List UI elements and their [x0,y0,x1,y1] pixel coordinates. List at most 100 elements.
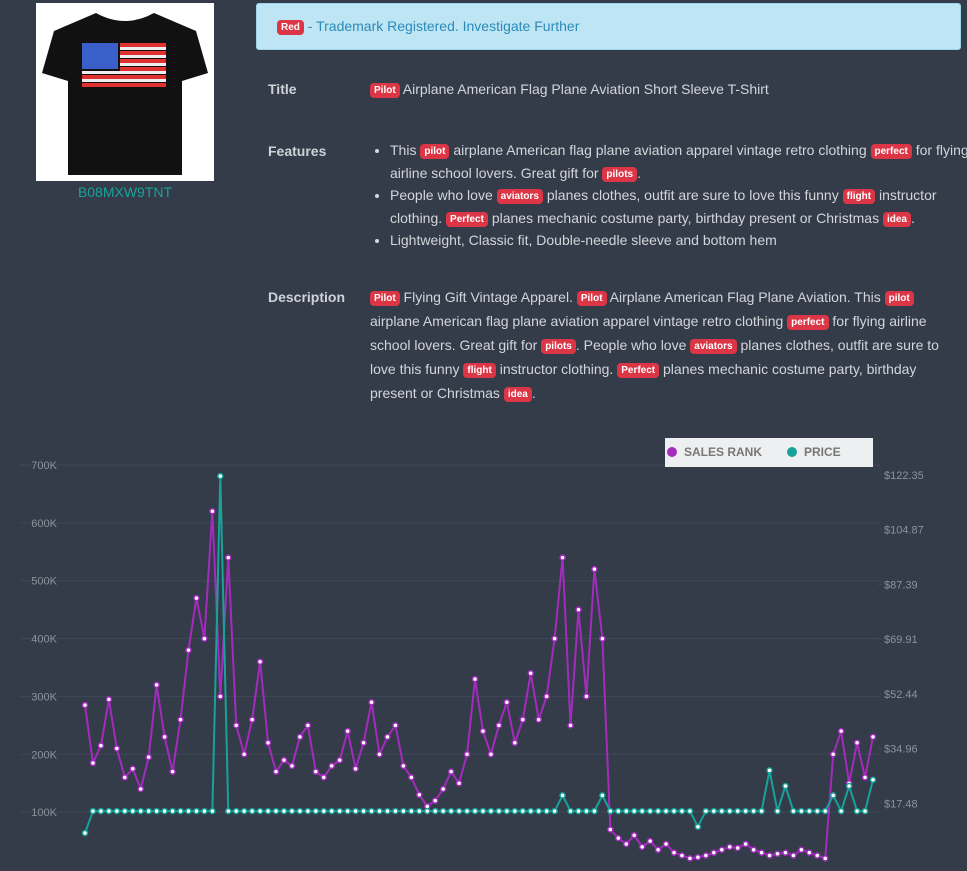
data-point [503,807,511,815]
data-point [304,807,312,815]
keyword-tag: aviators [496,189,543,204]
data-point [623,807,630,815]
data-point [272,807,280,815]
data-point [121,807,129,815]
text-run: . People who love [575,337,691,353]
data-point [392,807,399,815]
text-run: instructor clothing. [390,187,937,226]
data-point [583,807,590,815]
text-run: Airplane American Flag Plane Aviation Sh… [399,81,769,97]
data-point [829,751,837,758]
data-point [312,807,320,815]
data-point [798,846,805,853]
data-point [678,852,686,859]
data-point [487,751,495,758]
keyword-tag: perfect [870,144,912,159]
data-point [89,807,97,815]
legend-box [665,438,873,467]
data-point [105,696,113,703]
data-point [519,807,527,815]
data-point [232,807,240,815]
data-point [662,807,670,815]
data-point [193,594,200,602]
data-point [861,807,869,815]
keyword-tag: Perfect [446,211,488,227]
text-run: Lightweight, Classic fit, Double-needle … [390,232,777,248]
data-point [837,807,845,815]
data-point [861,774,869,781]
data-point [535,716,542,723]
data-point [439,785,447,793]
data-point [766,767,773,774]
data-point [328,762,335,770]
data-point [821,855,829,862]
data-point [559,554,566,561]
data-point [869,733,877,741]
data-point [288,807,296,815]
data-point [217,693,224,700]
data-point [543,807,550,815]
features-label: Features [268,143,327,159]
y-tick-label: 400K [31,634,57,646]
y2-tick-label: $69.91 [884,634,918,646]
feature-item: This pilot airplane American flag plane … [390,140,967,185]
data-point [479,807,487,815]
data-point [599,792,606,799]
data-point [113,745,121,752]
data-point [575,606,582,613]
text-run: People who love [390,187,497,203]
data-point [280,807,288,815]
y2-tick-label: $34.96 [884,744,918,756]
data-point [869,776,877,784]
data-point [161,733,168,741]
text-run: planes clothes, outfit are sure to love … [370,337,939,377]
keyword-tag: Perfect [617,363,660,378]
data-point [806,849,813,856]
data-point [81,829,89,837]
description-text: Pilot Flying Gift Vintage Apparel. Pilot… [370,286,952,406]
data-point [193,807,200,815]
data-point [240,807,248,815]
data-point [185,646,192,654]
data-point [694,823,702,830]
keyword-tag: flight [463,363,496,378]
data-point [121,774,129,781]
data-point [201,807,208,815]
data-point [638,843,646,851]
data-point [646,807,654,815]
data-point [654,807,662,815]
data-point [296,733,304,741]
data-point [853,807,861,815]
data-point [638,807,646,815]
data-point [177,807,184,815]
data-point [280,756,288,764]
data-point [256,807,264,815]
data-point [400,762,407,770]
data-point [543,693,550,700]
data-point [575,807,582,815]
data-point [503,698,511,706]
data-point [726,843,733,851]
keyword-tag: aviators [690,339,737,354]
data-point [750,846,757,853]
data-point [416,791,423,799]
keyword-tag: idea [882,211,911,227]
data-point [798,807,805,815]
data-point [105,807,113,815]
data-point [814,807,821,815]
data-point [591,565,598,573]
data-point [615,834,622,842]
data-point [782,782,789,790]
data-point [376,751,383,758]
legend-marker [787,447,798,457]
data-point [424,807,431,815]
alert-text: Red - Trademark Registered. Investigate … [257,4,960,48]
data-point [511,807,519,815]
product-image[interactable] [36,3,214,181]
data-point [821,807,829,815]
data-point [232,722,240,729]
data-point [527,670,534,677]
data-point [782,849,789,856]
data-point [336,807,343,815]
data-point [161,807,168,815]
